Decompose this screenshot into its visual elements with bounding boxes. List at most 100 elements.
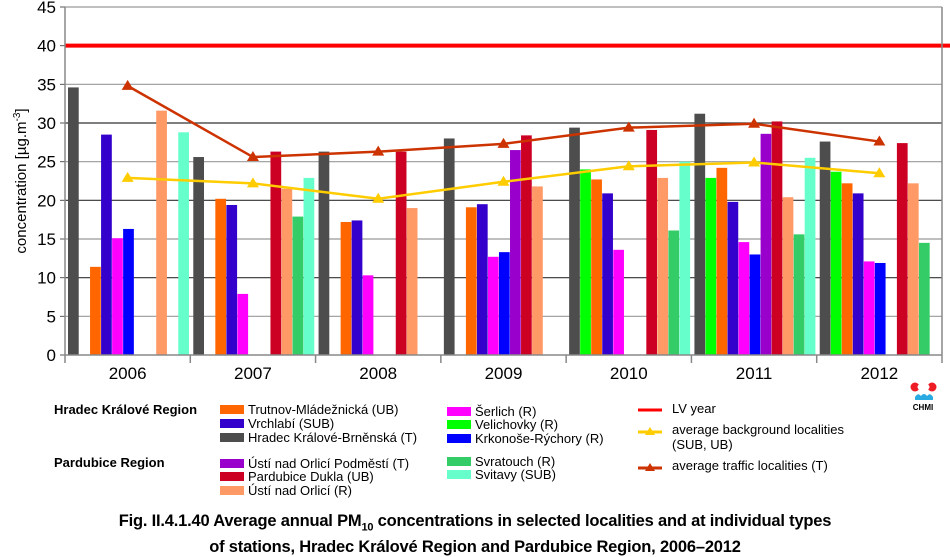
bar [270,151,282,355]
bars [68,87,930,355]
legend-swatch [220,459,244,469]
bar [156,110,167,355]
line-marker [372,192,385,203]
line-swatch-yellow-triangle [638,426,662,435]
legend-item-svratouch: Svratouch (R) [447,455,555,468]
bar [465,207,477,355]
bar [668,230,680,355]
legend-label: average traffic localities (T) [672,458,828,473]
bar [193,157,205,355]
y-tick-label: 35 [37,75,56,94]
legend-region-pardubice: Pardubice Region [54,455,165,470]
legend-label: average background localities [672,422,844,437]
bar [68,87,79,355]
legend-item-usti-podmesti: Ústí nad Orlicí Podměstí (T) [220,457,409,470]
bar [101,134,112,355]
legend-swatch [447,457,471,467]
bar [591,179,602,355]
bar [532,186,543,355]
line-marker [748,117,761,128]
caption-line-1: Fig. II.4.1.40 Average annual PM10 conce… [118,512,832,534]
legend-label: LV year [672,401,716,416]
line-marker [873,135,886,146]
bar [318,151,330,355]
legend-swatch [220,405,244,415]
bar [340,221,352,355]
axes: 0 5 10 15 20 25 30 35 40 45 2006 2007 2008 2009 2010 20… [37,0,943,383]
y-tick-label: 15 [37,230,56,249]
bar [657,177,669,355]
bar [782,197,794,355]
bar [487,256,499,355]
x-tick-label: 2012 [860,364,898,383]
bar [819,141,831,355]
chart: 0 5 10 15 20 25 30 35 40 45 2006 2007 2008 2009 2010 20… [12,0,950,383]
x-tick-label: 2008 [359,364,397,383]
legend-swatch [220,419,244,429]
legend-swatch [220,472,244,482]
bar [738,242,750,355]
legend-item-vrchlabi: Vrchlabí (SUB) [220,417,334,430]
legend-label: Svratouch (R) [475,454,556,469]
bar [852,193,864,355]
line-marker [497,137,510,148]
legend-label: Ústí nad Orlicí Podměstí (T) [248,456,410,471]
line-marker [246,177,259,188]
legend-label: Krkonoše-Rýchory (R) [475,431,604,446]
series-lines [65,43,950,203]
bar [705,177,717,355]
bar [907,183,919,355]
bar [498,252,510,355]
bar [476,204,488,355]
x-tick-label: 2010 [610,364,648,383]
bar [580,169,591,355]
legend-item-lv-year: LV year [638,402,716,415]
bar [613,249,624,355]
bar [351,220,363,355]
legend-label: Svitavy (SUB) [475,467,556,482]
bar [918,242,930,355]
bar [749,254,761,355]
bar [646,129,658,355]
figure-caption: Fig. II.4.1.40 Average annual PM10 conce… [0,511,950,557]
gridlines [65,6,942,317]
bar [406,208,418,355]
bar [694,113,706,355]
legend-item-avg-traffic: average traffic localities (T) [638,459,828,472]
bar [863,261,875,355]
bar [874,262,886,355]
y-tick-label: 0 [47,346,56,365]
y-axis-label: concentration [µg.m-3] [12,108,30,253]
line-swatch-red-triangle [638,462,662,471]
svg-text:CHMI: CHMI [913,403,933,412]
caption-line-2: of stations, Hradec Králové Region and P… [209,538,741,557]
line-swatch-red [638,408,662,412]
legend-item-usti-nad-orlici: Ústí nad Orlicí (R) [220,484,352,497]
bar [521,135,532,355]
x-tick-label: 2009 [485,364,523,383]
bar [362,275,374,355]
bar [830,171,842,355]
bar [804,157,816,355]
legend-label: Šerlich (R) [475,404,537,419]
legend-item-avg-background-line2: (SUB, UB) [672,438,733,451]
bar [793,234,805,355]
legend-swatch [220,433,244,443]
bar [226,204,238,355]
bar [841,183,853,355]
bar [896,143,908,355]
line-marker [121,79,134,90]
bar [771,121,783,355]
y-tick-label: 20 [37,191,56,210]
x-tick-label: 2011 [736,364,773,383]
y-tick-label: 45 [37,0,56,17]
bar [303,177,315,355]
bar [292,216,304,355]
line-marker [121,171,134,182]
line-marker [622,160,635,171]
legend-item-pardubice-dukla: Pardubice Dukla (UB) [220,470,374,483]
bar [760,133,772,355]
legend-item-trutnov: Trutnov-Mládežnická (UB) [220,403,399,416]
legend-swatch [447,434,471,444]
y-tick-label: 25 [37,153,56,172]
